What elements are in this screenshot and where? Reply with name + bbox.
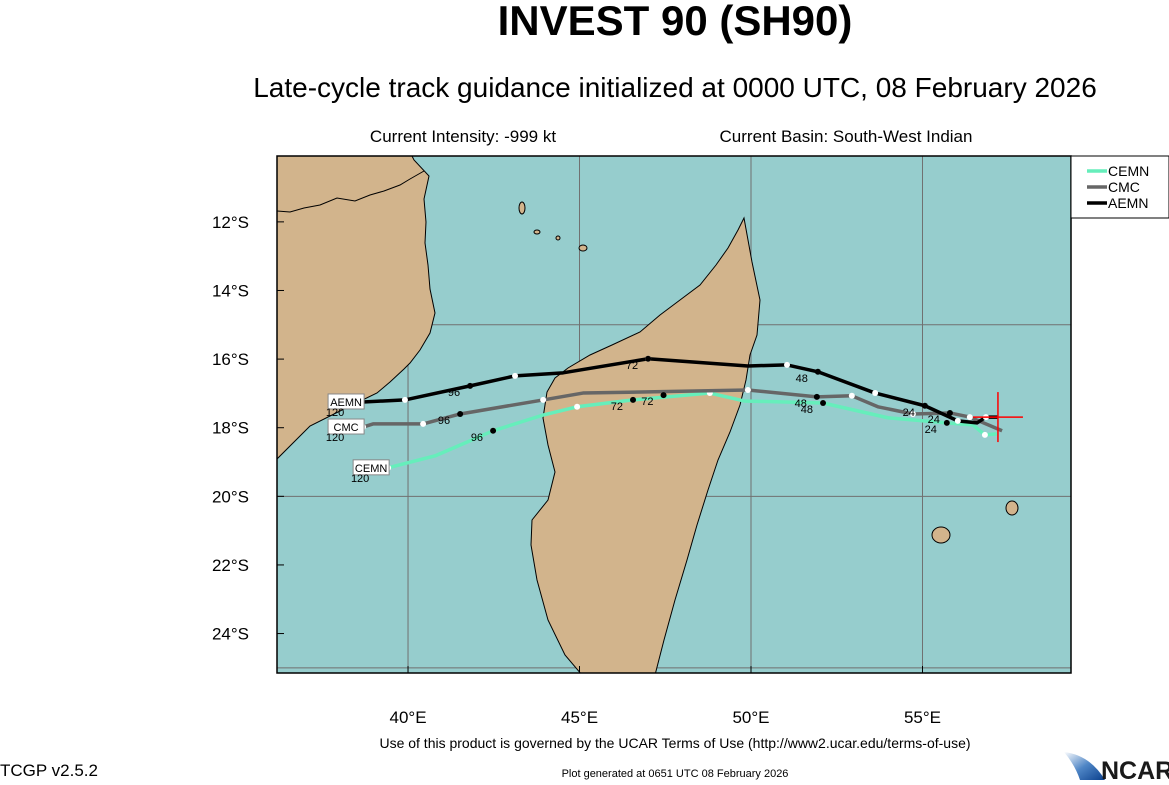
track-line [387,391,998,470]
track-12h-point [909,410,916,417]
current-basin: Current Basin: South-West Indian [720,127,973,146]
track-hour-point [467,382,474,389]
track-name-label: AEMN [330,397,362,409]
track-name-label: CMC [334,422,359,434]
track-hour-label: 24 [928,414,940,426]
svg-text:NCAR: NCAR [1101,757,1169,780]
track-name-box [327,393,365,410]
track-hour-point [660,392,667,399]
track-hour-label: 96 [471,432,483,444]
track-12h-point [744,386,751,393]
track-hour-point [630,396,637,403]
track-12h-point [401,396,408,403]
track-hour-label: 120 [351,473,369,485]
lat-tick-label: 24°S [212,625,249,644]
track-12h-point [540,396,547,403]
track-hour-label: 96 [438,415,450,427]
lat-tick-label: 22°S [212,556,249,575]
track-hour-label: 48 [795,398,807,410]
track-hour-point [490,427,497,434]
small-islands [518,201,1019,544]
lon-tick-label: 40°E [389,708,426,727]
lon-tick-label: 55°E [904,708,941,727]
legend-label: CEMN [1108,163,1149,179]
track-hour-label: 24 [925,424,937,436]
lat-tick-label: 18°S [212,419,249,438]
generated-time: Plot generated at 0651 UTC 08 February 2… [562,768,789,780]
track-hour-point [820,400,827,407]
track-hour-label: 120 [326,432,344,444]
africa-border [277,170,425,213]
ncar-logo: NCAR [1064,752,1169,785]
track-12h-point [954,417,961,424]
track-12h-point [848,392,855,399]
track-hour-point [943,419,950,426]
track-hour-point [946,409,953,416]
track-12h-point [512,372,519,379]
track-12h-point [784,361,791,368]
map-area: 24487296CEMN12024487296CMC12024487296AEM… [277,156,1071,673]
track-hour-point [814,368,821,375]
lat-tick-label: 16°S [212,350,249,369]
lon-tick-label: 50°E [732,708,769,727]
track-hour-point [457,410,464,417]
lon-tick-label: 45°E [561,708,598,727]
model-tracks: 24487296CEMN12024487296CMC12024487296AEM… [326,355,1003,485]
track-hour-label: 120 [326,407,344,419]
track-hour-label: 72 [641,396,653,408]
africa-land [277,156,436,460]
track-hour-label: 24 [903,407,915,419]
track-12h-point [872,390,879,397]
track-12h-point [574,403,581,410]
map-frame [276,155,1072,674]
track-12h-point [420,420,427,427]
longitude-axis: 40°E 45°E 50°E 55°E [389,666,941,727]
latitude-axis: 12°S 14°S 16°S 18°S 20°S 22°S 24°S [212,213,284,644]
track-hour-label: 48 [796,373,808,385]
track-12h-point [981,431,988,438]
version-label: TCGP v2.5.2 [0,761,98,780]
track-hour-label: 48 [801,404,813,416]
track-12h-point [966,414,973,421]
legend-label: CMC [1108,179,1140,195]
track-name-box [327,418,365,435]
track-hour-point [921,402,928,409]
lat-tick-label: 14°S [212,281,249,300]
current-position-marker [972,392,1023,443]
legend-label: AEMN [1108,195,1148,211]
figure-subtitle: Late-cycle track guidance initialized at… [253,72,1097,103]
figure-title: INVEST 90 (SH90) [498,0,853,44]
track-name-box [352,459,390,476]
current-intensity: Current Intensity: -999 kt [370,127,556,146]
track-hour-point [813,393,820,400]
track-hour-label: 72 [611,401,623,413]
track-hour-label: 96 [448,387,460,399]
terms-of-use[interactable]: Use of this product is governed by the U… [379,735,970,751]
track-hour-point [645,355,652,362]
lat-tick-label: 12°S [212,213,249,232]
track-hour-label: 72 [626,360,638,372]
track-name-label: CEMN [355,463,387,475]
lat-tick-label: 20°S [212,487,249,506]
